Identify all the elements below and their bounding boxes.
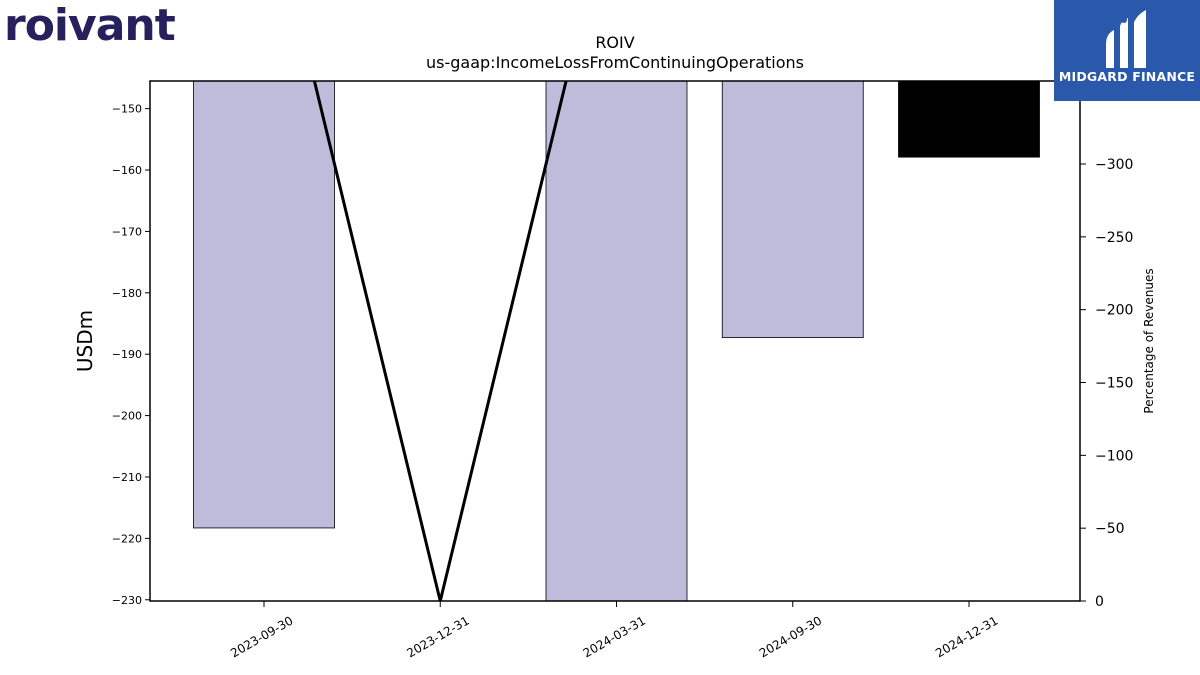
midgard-finance-text: MIDGARD FINANCE (1058, 69, 1196, 84)
bar-2024-03-31 (545, 80, 688, 602)
ytick-label: −210 (112, 471, 142, 484)
bar-2024-12-31 (898, 80, 1040, 158)
ytick-label: −190 (112, 348, 142, 361)
right-axis: 0 −50 −100 −150 −200 −250 −300 (1080, 157, 1133, 610)
y2tick-label: −150 (1095, 376, 1133, 392)
plot-frame (149, 80, 1081, 602)
chart-title: ROIV (595, 33, 634, 52)
bar-2023-09-30 (193, 80, 335, 529)
xtick-label: 2023-12-31 (404, 613, 471, 660)
ytick-label: −180 (112, 287, 142, 300)
x-axis: 2023-09-30 2023-12-31 2024-03-31 2024-09-30… (228, 601, 1001, 660)
bars-layer (193, 80, 1040, 602)
xtick-label: 2024-03-31 (581, 613, 648, 660)
y2tick-label: −50 (1095, 521, 1125, 537)
y2-axis-label: Percentage of Revenues (1142, 268, 1156, 413)
y-axis-label: USDm (73, 310, 97, 372)
y2tick-label: −250 (1095, 230, 1133, 246)
chart-subtitle: us-gaap:IncomeLossFromContinuingOperatio… (426, 53, 804, 72)
ytick-label: −230 (112, 594, 142, 607)
xtick-label: 2023-09-30 (228, 613, 295, 660)
bar-2024-09-30 (721, 80, 864, 339)
y2tick-label: −100 (1095, 448, 1133, 464)
left-axis: −150 −160 −170 −180 −190 −200 −210 −220 −230 (112, 103, 150, 607)
midgard-mark-icon (1106, 10, 1146, 68)
y2tick-label: 0 (1095, 594, 1104, 610)
ytick-label: −220 (112, 532, 142, 545)
line-layer (312, 81, 568, 601)
xtick-label: 2024-09-30 (757, 613, 824, 660)
ytick-label: −170 (112, 225, 142, 238)
ytick-label: −200 (112, 410, 142, 423)
roivant-logo: roivant (4, 0, 176, 51)
ytick-label: −160 (112, 164, 142, 177)
y2tick-label: −200 (1095, 303, 1133, 319)
midgard-finance-logo: MIDGARD FINANCE (1054, 0, 1200, 101)
xtick-label: 2024-12-31 (933, 613, 1000, 660)
ytick-label: −150 (112, 103, 142, 116)
y2tick-label: −300 (1095, 157, 1133, 173)
percentage-line (312, 81, 568, 601)
